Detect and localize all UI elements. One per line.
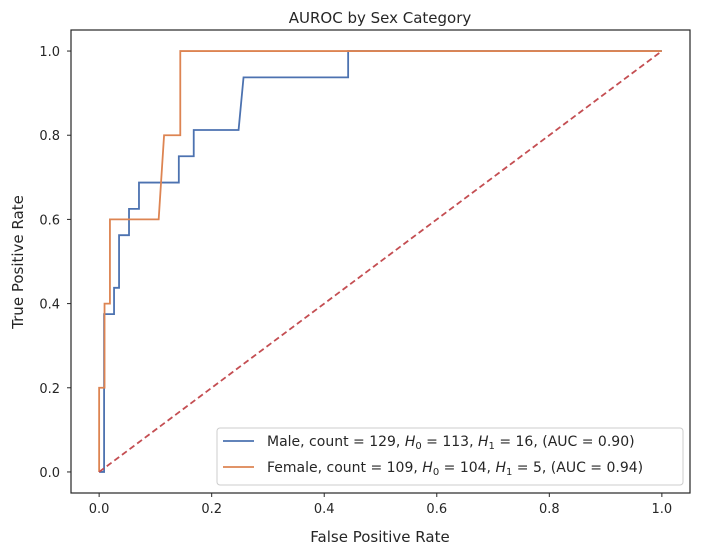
y-tick-label: 0.6 xyxy=(39,213,60,228)
y-tick-label: 1.0 xyxy=(39,45,60,60)
legend: Male, count = 129, H0 = 113, H1 = 16, (A… xyxy=(216,427,684,486)
axes-frame xyxy=(70,29,691,494)
roc-curve-female xyxy=(98,50,662,472)
x-tick-label: 0.0 xyxy=(89,502,110,517)
y-tick-label: 0.2 xyxy=(39,382,60,397)
x-tick-label: 0.6 xyxy=(426,502,447,517)
plot-area: 0.0 0.2 0.4 0.6 0.8 1.0 0.0 0.2 0.4 0.6 0.8 1.0 Male… xyxy=(39,29,691,517)
x-tick-label: 1.0 xyxy=(652,502,673,517)
x-tick-label: 0.8 xyxy=(539,502,560,517)
y-tick-label: 0.4 xyxy=(39,298,60,313)
chance-line xyxy=(98,50,663,473)
x-tick-label: 0.4 xyxy=(314,502,335,517)
y-tick-label: 0.0 xyxy=(39,466,60,481)
legend-label-female: Female, count = 109, H0 = 104, H1 = 5, (… xyxy=(267,460,643,478)
x-axis-label: False Positive Rate xyxy=(310,528,449,546)
x-tick-label: 0.2 xyxy=(201,502,222,517)
legend-label-male: Male, count = 129, H0 = 113, H1 = 16, (A… xyxy=(267,434,635,452)
chart-title: AUROC by Sex Category xyxy=(289,9,472,27)
y-tick-label: 0.8 xyxy=(39,129,60,144)
y-axis-label: True Positive Rate xyxy=(9,195,27,330)
legend-box xyxy=(216,427,684,486)
roc-curve-male xyxy=(99,50,662,473)
